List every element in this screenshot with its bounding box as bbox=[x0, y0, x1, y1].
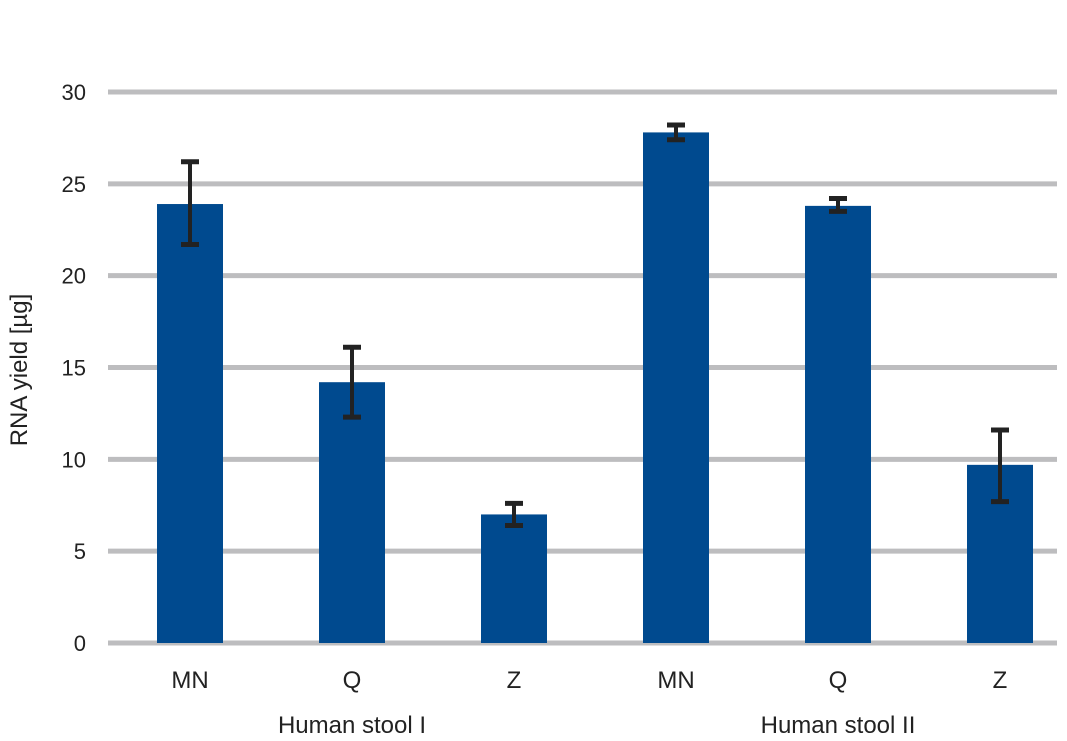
category-label: MN bbox=[171, 667, 208, 694]
y-tick-label: 0 bbox=[74, 631, 86, 656]
y-tick-label: 25 bbox=[62, 172, 86, 197]
bar-z bbox=[481, 514, 547, 643]
category-label: Z bbox=[993, 667, 1008, 694]
error-bar bbox=[991, 427, 1009, 505]
bar-q bbox=[319, 382, 385, 643]
bar-mn bbox=[157, 204, 223, 643]
category-label: MN bbox=[657, 667, 694, 694]
bars bbox=[157, 132, 1033, 643]
error-bar bbox=[181, 159, 199, 247]
y-tick-label: 10 bbox=[62, 447, 86, 472]
group-label: Human stool I bbox=[278, 712, 426, 739]
error-bar bbox=[505, 500, 523, 528]
gridlines bbox=[108, 89, 1057, 646]
y-axis-title: RNA yield [µg] bbox=[6, 294, 33, 447]
error-bar bbox=[829, 196, 847, 214]
y-tick-label: 20 bbox=[62, 264, 86, 289]
bar-q bbox=[805, 205, 871, 643]
y-tick-label: 15 bbox=[62, 356, 86, 381]
error-bar bbox=[343, 344, 361, 420]
category-label: Q bbox=[829, 667, 848, 694]
y-tick-label: 5 bbox=[74, 539, 86, 564]
bar-mn bbox=[643, 132, 709, 643]
y-tick-label: 30 bbox=[62, 80, 86, 105]
category-label: Z bbox=[507, 667, 522, 694]
x-axis-groups: Human stool I Human stool II bbox=[278, 712, 915, 739]
group-label: Human stool II bbox=[761, 712, 916, 739]
error-bars bbox=[181, 122, 1009, 528]
category-label: Q bbox=[343, 667, 362, 694]
y-axis-ticks: 0 5 10 15 20 25 30 bbox=[62, 80, 86, 656]
error-bar bbox=[667, 122, 685, 143]
x-axis-categories: MN Q Z MN Q Z bbox=[171, 667, 1007, 694]
